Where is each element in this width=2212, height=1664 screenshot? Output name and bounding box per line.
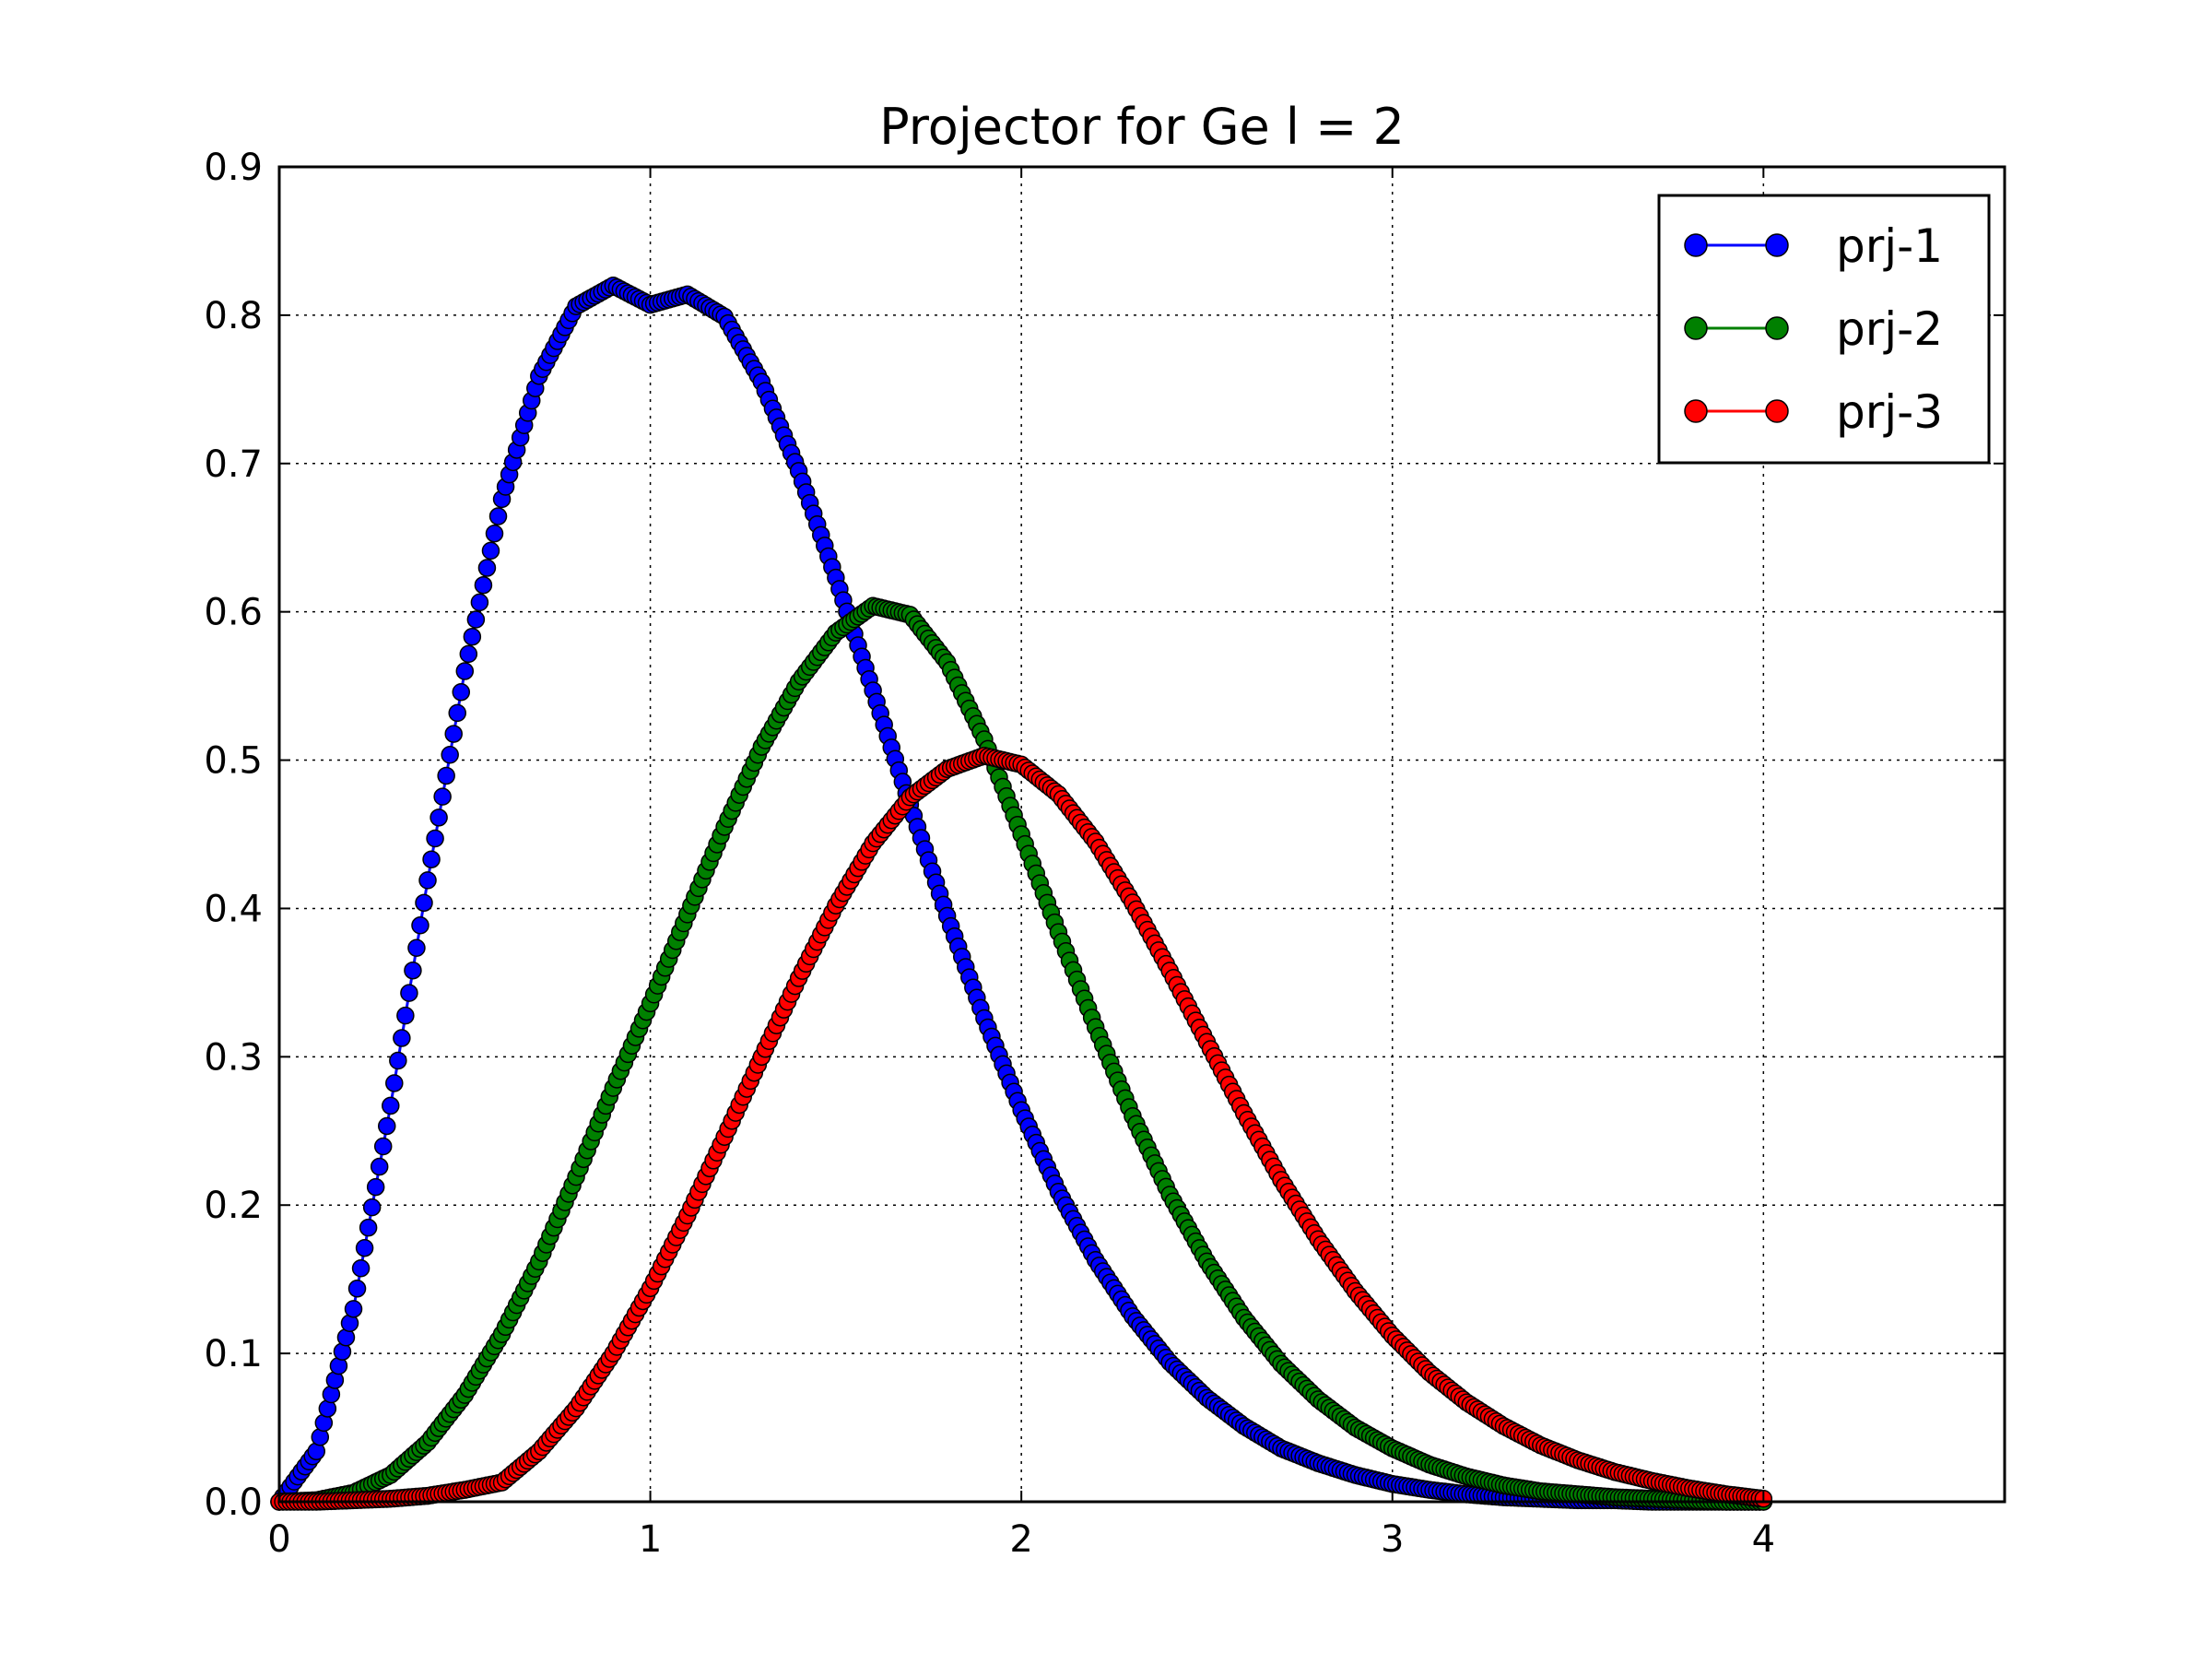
data-point [437,766,455,785]
x-tick-label: 1 [639,1518,662,1561]
data-point [411,916,429,935]
series-prj-3 [270,746,1773,1511]
data-point [389,1051,407,1070]
y-tick-label: 0.7 [204,443,263,486]
data-point [452,682,471,702]
legend-label: prj-3 [1836,385,1943,439]
y-tick-label: 0.5 [204,740,263,783]
data-point [463,627,482,646]
data-point [351,1259,371,1278]
y-tick-label: 0.9 [204,147,263,189]
legend-marker [1684,399,1708,423]
data-point [459,644,478,664]
legend-entry-prj-3: prj-3 [1684,385,1943,439]
data-point [344,1300,363,1318]
data-point [488,507,508,525]
data-point [466,610,486,629]
data-point [362,1198,382,1217]
legend-marker [1765,399,1789,423]
legend-marker [1765,316,1789,340]
data-point [370,1157,389,1176]
series-prj-1 [270,276,1773,1511]
y-tick-label: 0.8 [204,295,263,337]
data-point [470,593,489,612]
data-point [485,524,504,543]
x-tick-label: 4 [1752,1518,1775,1561]
data-point [373,1137,393,1156]
chart-title: Projector for Ge l = 2 [879,98,1405,156]
data-point [382,1096,400,1115]
legend: prj-1 prj-2 prj-3 [1657,194,1991,465]
axis-ticks: 0 1 2 3 4 0.0 0.1 0.2 0.3 0.4 0.5 0.6 0.7 0.8 0.9 [204,147,2005,1561]
data-point [426,829,444,848]
series-layer [270,276,1773,1511]
legend-label: prj-2 [1836,302,1943,356]
data-point [455,662,475,680]
data-point [441,746,459,764]
data-point [429,808,448,827]
data-point [359,1218,378,1237]
data-point [422,850,441,868]
data-point [396,1006,415,1025]
y-tick-label: 0.0 [204,1481,263,1524]
data-point [393,1029,411,1047]
data-point [481,541,500,561]
y-tick-label: 0.3 [204,1036,263,1079]
legend-marker [1684,316,1708,340]
y-tick-label: 0.1 [204,1333,263,1375]
legend-entry-prj-2: prj-2 [1684,302,1943,356]
data-point [448,703,466,723]
data-point [418,871,437,890]
legend-marker [1684,233,1708,257]
legend-entry-prj-1: prj-1 [1684,219,1943,273]
data-point [404,961,422,980]
x-tick-label: 3 [1381,1518,1404,1561]
x-tick-label: 0 [267,1518,290,1561]
data-point [366,1177,385,1197]
data-point [474,575,493,595]
data-point [407,938,426,957]
y-tick-label: 0.4 [204,888,263,930]
x-tick-label: 2 [1009,1518,1032,1561]
data-point [385,1074,404,1092]
data-point [444,725,463,743]
legend-marker [1765,233,1789,257]
data-point [377,1116,396,1136]
legend-label: prj-1 [1836,219,1943,273]
y-tick-label: 0.2 [204,1185,263,1227]
data-point [477,559,497,577]
data-point [433,787,452,806]
y-tick-label: 0.6 [204,592,263,634]
data-point [400,984,418,1002]
data-point [415,893,433,913]
data-point [347,1280,367,1298]
plot-frame [277,165,2006,1504]
data-point [355,1238,374,1257]
